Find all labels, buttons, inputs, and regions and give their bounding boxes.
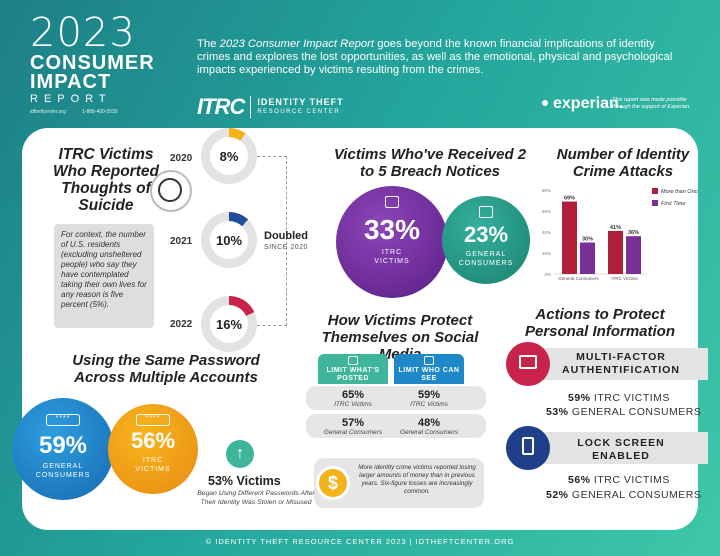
header-website: idtheftcenter.org	[30, 109, 66, 115]
report-title-line3: REPORT	[30, 93, 112, 105]
bar-0-1	[580, 242, 595, 274]
general-password-value: 59%	[38, 432, 88, 459]
itrc-breach-label: ITRC VICTIMS	[374, 249, 410, 265]
legend-label: First Time	[661, 201, 685, 207]
donut-2021: 10%	[201, 212, 257, 268]
general-password-label: GENERAL CONSUMERS	[35, 463, 91, 479]
money-note-text: More identity crime victims reported los…	[358, 464, 476, 495]
bar-data-label: 41%	[610, 225, 621, 231]
donut-value: 16%	[210, 305, 248, 343]
itrc-breach-circle: 33% ITRC VICTIMS	[336, 186, 448, 298]
report-title-line1: CONSUMER	[30, 52, 155, 74]
y-tick-label: 0%	[544, 272, 551, 277]
general-breach-label: GENERAL CONSUMERS	[458, 251, 514, 267]
image-icon	[348, 356, 358, 365]
sponsor-note: This report was made possible through th…	[612, 97, 691, 110]
actions-section-title: Actions to Protect Personal Information	[524, 306, 676, 340]
password-field-icon: ****	[46, 414, 80, 426]
social-cell: 48% General Consumers	[399, 417, 459, 436]
year-label-2021: 2021	[170, 236, 193, 247]
itrc-logo-name: IDENTITY THEFT RESOURCE CENTER	[257, 97, 344, 115]
lock-general-stat: 52% GENERAL CONSUMERS	[546, 489, 702, 501]
year-label-2022: 2022	[170, 319, 193, 330]
mfa-itrc-stat: 59% ITRC VICTIMS	[568, 392, 670, 404]
itrc-password-circle: **** 56% ITRC VICTIMS	[108, 404, 198, 494]
suicide-section-title: ITRC Victims Who Reported Thoughts of Su…	[53, 146, 159, 214]
donut-2020: 8%	[201, 128, 257, 184]
legend-label: More than Once	[661, 189, 698, 195]
laptop-password-icon	[506, 342, 550, 386]
y-tick-label: 40%	[542, 230, 551, 235]
password-section-title: Using the Same Password Across Multiple …	[72, 352, 260, 386]
people-icon	[424, 356, 434, 365]
itrc-breach-value: 33%	[363, 214, 421, 245]
itrc-logo-mark: ITRC	[197, 94, 245, 119]
logo-divider	[250, 96, 252, 118]
bar-0-0	[562, 201, 577, 274]
doubled-sublabel: SINCE 2020	[264, 244, 308, 251]
donut-2022: 16%	[201, 296, 257, 352]
general-password-circle: **** 59% GENERAL CONSUMERS	[12, 398, 114, 500]
envelope-alert-icon	[479, 206, 493, 218]
suicide-context-note: For context, the number of U.S. resident…	[54, 224, 154, 328]
y-tick-label: 20%	[542, 251, 551, 256]
attacks-bar-chart: 0% 20% 40% 60% 80% 69% 30% General Consumers 41%…	[542, 188, 698, 281]
social-cell: 65% ITRC Victims	[334, 389, 372, 408]
experian-logo: experian.	[540, 95, 623, 113]
general-breach-value: 23%	[463, 222, 509, 247]
itrc-password-value: 56%	[130, 428, 176, 453]
envelope-alert-icon	[385, 196, 399, 208]
y-tick-label: 80%	[542, 188, 551, 193]
intro-paragraph: The 2023 Consumer Impact Report goes bey…	[197, 38, 673, 76]
attacks-section-title: Number of Identity Crime Attacks	[556, 146, 690, 180]
footer-credit: © IDENTITY THEFT RESOURCE CENTER 2023 | …	[205, 537, 515, 546]
phone-lock-icon	[506, 426, 550, 470]
social-cell: 59% ITRC Victims	[410, 389, 448, 408]
social-cell: 57% General Consumers	[323, 417, 383, 436]
mfa-label: MULTI-FACTOR AUTHENTIFICATION	[562, 351, 680, 376]
bar-1-1	[626, 236, 641, 274]
doubled-label: Doubled	[264, 230, 308, 242]
dollar-coin-icon: $	[316, 466, 350, 500]
dotted-connector	[257, 156, 287, 326]
lock-screen-label: LOCK SCREEN ENABLED	[577, 437, 665, 462]
mfa-bar	[520, 348, 708, 380]
bar-data-label: 69%	[564, 196, 575, 202]
bar-1-0	[608, 230, 623, 274]
lock-itrc-stat: 56% ITRC VICTIMS	[568, 474, 670, 486]
social-row-itrc: 65% ITRC Victims 59% ITRC Victims	[306, 386, 486, 410]
limit-viewers-header: LIMIT WHO CAN SEE	[394, 354, 464, 384]
social-row-general: 57% General Consumers 48% General Consumer…	[306, 414, 486, 438]
bar-data-label: 36%	[628, 230, 639, 236]
bar-data-label: 30%	[582, 237, 593, 243]
lock-screen-bar	[520, 432, 708, 464]
password-change-stat: 53% Victims	[208, 474, 281, 488]
legend-swatch	[652, 200, 658, 206]
password-field-icon: ****	[136, 414, 170, 426]
arrow-up-icon: ↑	[226, 440, 254, 468]
head-profile-icon	[150, 170, 192, 212]
general-breach-circle: 23% GENERAL CONSUMERS	[442, 196, 530, 284]
header-phone: 1-888-400-5530	[82, 109, 118, 115]
report-title-line2: IMPACT	[30, 71, 112, 93]
itrc-logo: ITRC IDENTITY THEFT RESOURCE CENTER	[197, 94, 344, 120]
breach-section-title: Victims Who've Received 2 to 5 Breach No…	[333, 146, 527, 180]
legend-swatch	[652, 188, 658, 194]
report-year: 2023	[30, 10, 136, 56]
password-change-note: Began Using Different Passwords After Th…	[197, 490, 315, 506]
experian-dots-icon	[540, 98, 550, 108]
y-tick-label: 60%	[542, 209, 551, 214]
donut-value: 8%	[210, 137, 248, 175]
itrc-password-label: ITRC VICTIMS	[135, 457, 171, 473]
mfa-general-stat: 53% GENERAL CONSUMERS	[546, 406, 702, 418]
scribble-icon	[158, 178, 182, 202]
year-label-2020: 2020	[170, 153, 193, 164]
x-category-label: General Consumers	[558, 276, 599, 281]
x-category-label: ITRC Victims	[611, 276, 638, 281]
limit-posted-header: LIMIT WHAT'S POSTED	[318, 354, 388, 384]
donut-value: 10%	[210, 221, 248, 259]
